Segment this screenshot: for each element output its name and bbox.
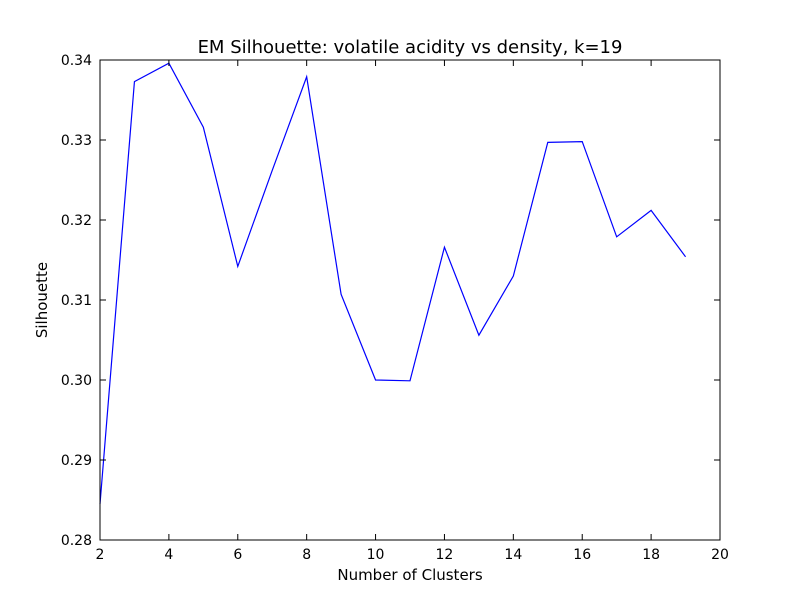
y-tick-label: 0.30 <box>61 373 92 389</box>
x-tick-label: 8 <box>302 547 311 563</box>
y-axis-label: Silhouette <box>33 262 51 338</box>
y-tick-label: 0.31 <box>61 293 92 309</box>
y-tick-label: 0.28 <box>61 533 92 549</box>
x-axis-label: Number of Clusters <box>337 566 482 584</box>
plot-frame <box>99 59 721 541</box>
x-tick-label: 6 <box>233 547 242 563</box>
x-tick-label: 12 <box>436 547 454 563</box>
x-tick-label: 20 <box>711 547 729 563</box>
x-tick-label: 14 <box>504 547 522 563</box>
plot-area: 2 4 6 8 10 12 14 16 18 20 0.28 0.29 0.30 0.31 0.32 0.33… <box>61 53 729 563</box>
x-tick-label: 4 <box>164 547 173 563</box>
series-line-0 <box>99 62 687 505</box>
x-tick-label: 2 <box>96 547 105 563</box>
chart-title: EM Silhouette: volatile acidity vs densi… <box>198 37 623 58</box>
x-tick-label: 18 <box>642 547 660 563</box>
y-tick-label: 0.32 <box>61 213 92 229</box>
x-tick-label: 16 <box>573 547 591 563</box>
y-tick-label: 0.34 <box>61 53 92 69</box>
y-tick-label: 0.29 <box>61 453 92 469</box>
x-tick-label: 10 <box>367 547 385 563</box>
y-tick-label: 0.33 <box>61 133 92 149</box>
